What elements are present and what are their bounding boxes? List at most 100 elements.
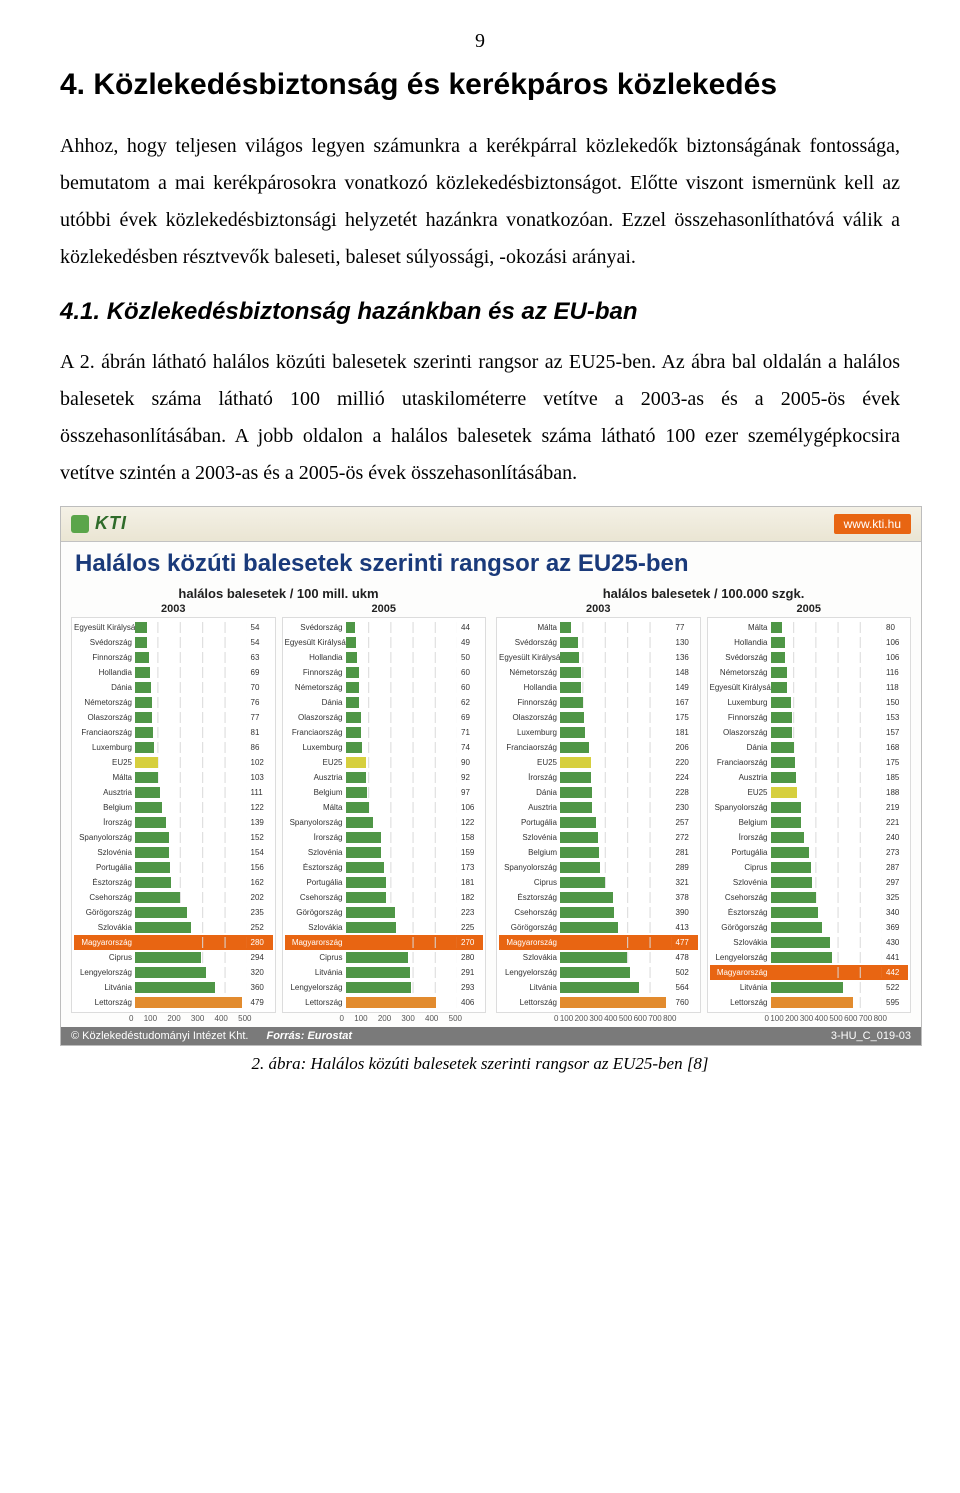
bar-row: Franciaország175 [710, 755, 909, 770]
bar-row: Lettország406 [285, 995, 484, 1010]
bar-value: 595 [884, 998, 908, 1007]
bar-row: Luxemburg86 [74, 740, 273, 755]
bar-fill [560, 952, 627, 963]
bar-row: Egyesült Királyság 136 [499, 650, 698, 665]
logo-text: KTI [95, 513, 127, 534]
bar-fill [346, 727, 362, 738]
bar-fill [346, 862, 385, 873]
bar-track [560, 667, 672, 678]
bar-fill [771, 952, 832, 963]
bar-track [346, 817, 458, 828]
bar-track [560, 847, 672, 858]
bar-country-label: Egyesült Királyság [499, 653, 560, 662]
bar-country-label: Franciaország [74, 728, 135, 737]
bar-value: 136 [674, 653, 698, 662]
figure-header: KTI www.kti.hu [61, 507, 921, 542]
bar-row: Spanyolország219 [710, 800, 909, 815]
bar-value: 406 [459, 998, 483, 1007]
bar-fill [771, 892, 816, 903]
bar-value: 442 [884, 968, 908, 977]
bar-value: 60 [459, 683, 483, 692]
bar-fill [346, 622, 356, 633]
bar-row: Szlovénia159 [285, 845, 484, 860]
bar-value: 223 [459, 908, 483, 917]
axis-tick: 400 [815, 1014, 828, 1023]
bar-track [771, 817, 883, 828]
bar-track [135, 832, 247, 843]
bar-fill [346, 682, 359, 693]
bar-row: Egyesült Királyság54 [74, 620, 273, 635]
bar-row: Finnország60 [285, 665, 484, 680]
bar-row: Egyesült Királyság118 [710, 680, 909, 695]
bar-track [771, 937, 883, 948]
bar-track [346, 892, 458, 903]
bar-value: 188 [884, 788, 908, 797]
bar-track [560, 742, 672, 753]
axis-tick: 0 [554, 1014, 558, 1023]
axis-tick: 0 [340, 1014, 344, 1023]
bar-value: 293 [459, 983, 483, 992]
bar-row: Svédország44 [285, 620, 484, 635]
bar-row: Franciaország71 [285, 725, 484, 740]
bar-fill [346, 757, 366, 768]
bar-track [771, 697, 883, 708]
bar-fill [560, 667, 581, 678]
bar-fill [135, 712, 152, 723]
bar-track [135, 952, 247, 963]
bar-row: Ausztria185 [710, 770, 909, 785]
bar-value: 69 [249, 668, 273, 677]
bar-fill [346, 667, 359, 678]
bars-block: Svédország44Egyesült Királyság49Hollandi… [282, 617, 487, 1013]
bar-track [560, 712, 672, 723]
bar-country-label: Málta [285, 803, 346, 812]
bar-row: Egyesült Királyság49 [285, 635, 484, 650]
bar-country-label: Belgium [499, 848, 560, 857]
axis-tick: 800 [663, 1014, 676, 1023]
bar-fill [560, 907, 614, 918]
bar-country-label: EU25 [285, 758, 346, 767]
axis: 0100200300400500600700800 [496, 1013, 701, 1023]
bar-value: 69 [459, 713, 483, 722]
bar-track [346, 802, 458, 813]
bar-fill [560, 847, 599, 858]
bar-fill [346, 637, 357, 648]
bar-row: Hollandia149 [499, 680, 698, 695]
bar-value: 369 [884, 923, 908, 932]
axis-tick: 400 [215, 1014, 228, 1023]
bar-track [346, 952, 458, 963]
bar-fill [135, 697, 152, 708]
logo-mark-icon [71, 515, 89, 533]
bar-row: Észtország378 [499, 890, 698, 905]
bar-fill [560, 622, 571, 633]
bar-row: Spanyolország289 [499, 860, 698, 875]
bar-fill [771, 712, 792, 723]
bar-track [771, 742, 883, 753]
bar-row: Lengyelország320 [74, 965, 273, 980]
bar-fill [346, 832, 381, 843]
bar-country-label: Görögország [499, 923, 560, 932]
bar-value: 185 [884, 773, 908, 782]
bar-row: Csehország182 [285, 890, 484, 905]
axis-tick: 0 [765, 1014, 769, 1023]
bar-value: 90 [459, 758, 483, 767]
bar-fill [135, 847, 169, 858]
bar-fill [135, 967, 206, 978]
bar-row: Franciaország206 [499, 740, 698, 755]
bar-row: Szlovákia252 [74, 920, 273, 935]
axis-tick: 400 [425, 1014, 438, 1023]
panel-left: halálos balesetek / 100 mill. ukm 2003 E… [71, 586, 486, 1023]
bar-country-label: Görögország [710, 923, 771, 932]
bar-country-label: Ciprus [74, 953, 135, 962]
bar-track [771, 622, 883, 633]
bar-country-label: Olaszország [710, 728, 771, 737]
bar-fill [560, 772, 591, 783]
bar-country-label: Szlovákia [710, 938, 771, 947]
bar-fill [560, 937, 626, 948]
bar-value: 102 [249, 758, 273, 767]
bar-track [771, 772, 883, 783]
bar-fill [560, 922, 618, 933]
bar-fill [560, 757, 591, 768]
bar-value: 106 [884, 653, 908, 662]
bar-country-label: Málta [74, 773, 135, 782]
bar-value: 272 [674, 833, 698, 842]
